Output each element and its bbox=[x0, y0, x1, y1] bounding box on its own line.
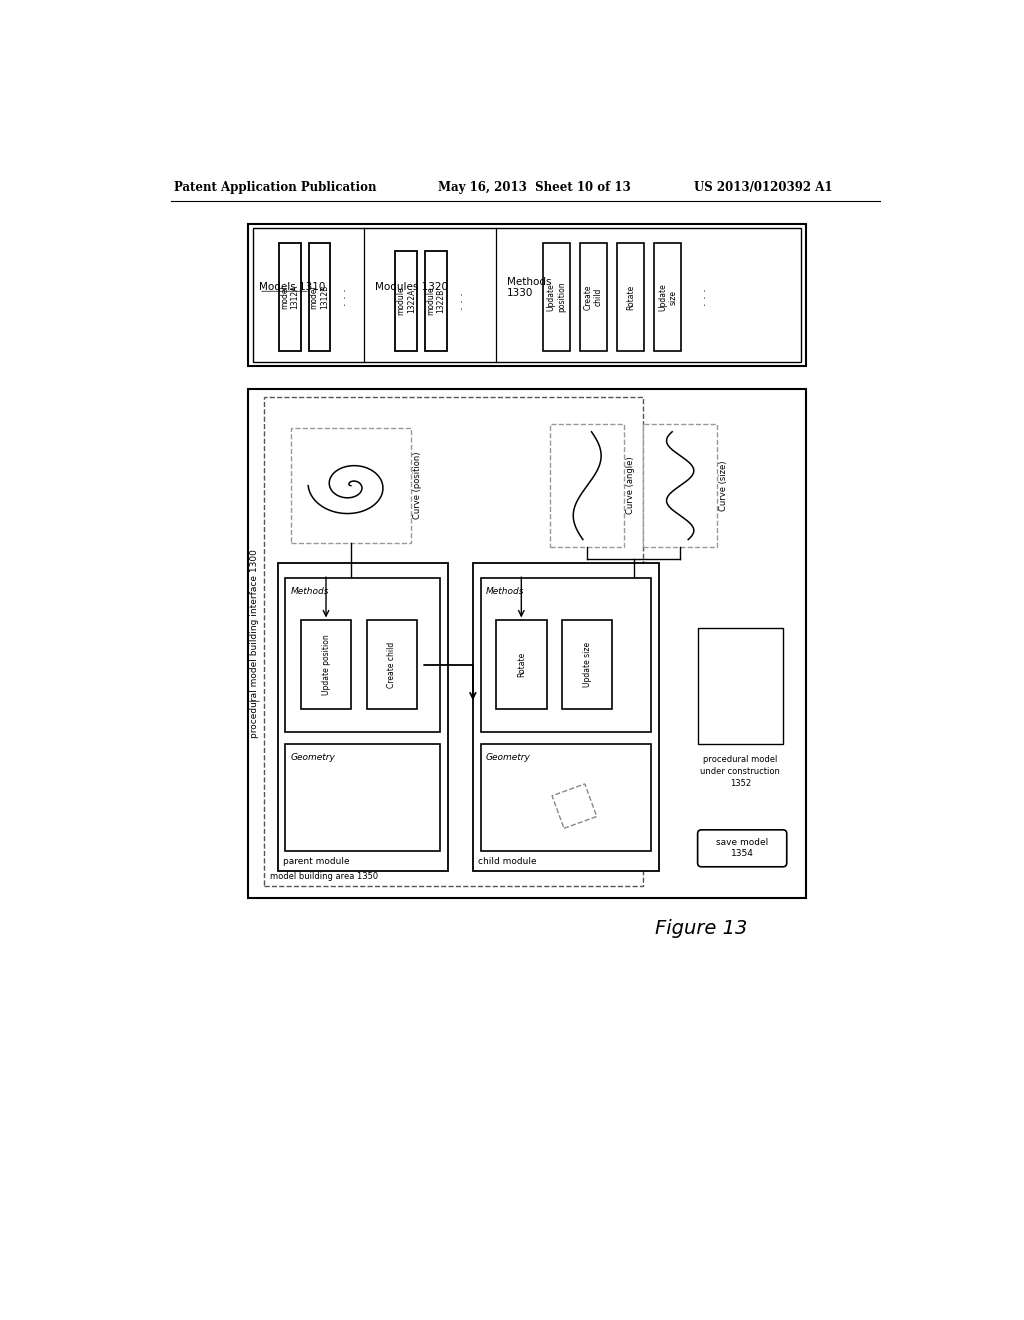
Bar bbox=[301, 620, 351, 709]
Bar bbox=[580, 243, 607, 351]
Text: Models 1310: Models 1310 bbox=[259, 282, 326, 292]
Text: May 16, 2013  Sheet 10 of 13: May 16, 2013 Sheet 10 of 13 bbox=[438, 181, 631, 194]
Text: model
1312B: model 1312B bbox=[309, 285, 329, 309]
Bar bbox=[643, 424, 717, 548]
Bar bbox=[286, 578, 440, 733]
Text: Geometry: Geometry bbox=[486, 752, 530, 762]
Bar bbox=[248, 224, 806, 367]
Polygon shape bbox=[552, 784, 597, 829]
Bar bbox=[617, 243, 644, 351]
Text: Rotate: Rotate bbox=[517, 652, 525, 677]
Bar bbox=[286, 743, 440, 851]
Text: Create child: Create child bbox=[387, 642, 396, 688]
Text: Curve (position): Curve (position) bbox=[414, 451, 422, 519]
Text: procedural model building interface 1300: procedural model building interface 1300 bbox=[250, 549, 259, 738]
Bar bbox=[253, 228, 802, 362]
Text: Update
size: Update size bbox=[658, 282, 678, 312]
Text: model
1312A: model 1312A bbox=[281, 285, 300, 309]
Bar bbox=[543, 243, 569, 351]
Text: Methods: Methods bbox=[291, 587, 330, 597]
Bar bbox=[308, 243, 331, 351]
Bar bbox=[291, 428, 411, 544]
Text: Rotate: Rotate bbox=[626, 284, 635, 310]
Text: Patent Application Publication: Patent Application Publication bbox=[174, 181, 377, 194]
Bar bbox=[248, 389, 806, 898]
Text: Curve (size): Curve (size) bbox=[719, 461, 728, 511]
Text: save model
1354: save model 1354 bbox=[716, 838, 768, 858]
Text: Update position: Update position bbox=[322, 635, 331, 696]
Bar bbox=[425, 251, 446, 351]
Text: (square): (square) bbox=[558, 801, 591, 810]
Text: Modules 1320: Modules 1320 bbox=[375, 282, 449, 292]
Bar bbox=[480, 578, 651, 733]
Text: Curve (angle): Curve (angle) bbox=[627, 457, 635, 515]
Bar bbox=[654, 243, 681, 351]
Text: Geometry: Geometry bbox=[291, 752, 336, 762]
Text: US 2013/0120392 A1: US 2013/0120392 A1 bbox=[693, 181, 833, 194]
Bar bbox=[562, 620, 612, 709]
Text: . . .: . . . bbox=[698, 288, 708, 306]
Text: module
1322B: module 1322B bbox=[426, 286, 445, 315]
Text: parent module: parent module bbox=[283, 857, 349, 866]
Text: Figure 13: Figure 13 bbox=[655, 919, 748, 939]
Bar bbox=[367, 620, 417, 709]
Text: Methods: Methods bbox=[486, 587, 524, 597]
Text: child module: child module bbox=[478, 857, 537, 866]
Text: Update size: Update size bbox=[583, 642, 592, 688]
Text: . . .: . . . bbox=[339, 288, 348, 306]
Bar bbox=[395, 251, 417, 351]
Bar bbox=[496, 620, 547, 709]
Bar bbox=[697, 628, 783, 743]
Bar bbox=[278, 562, 449, 871]
Text: . . .: . . . bbox=[455, 292, 465, 310]
Bar bbox=[473, 562, 658, 871]
Bar bbox=[550, 424, 624, 548]
Bar bbox=[280, 243, 301, 351]
Bar bbox=[263, 397, 643, 886]
Text: model building area 1350: model building area 1350 bbox=[270, 873, 378, 882]
Text: procedural model
under construction
1352: procedural model under construction 1352 bbox=[700, 755, 780, 788]
Text: Methods
1330: Methods 1330 bbox=[507, 277, 552, 298]
Text: module
1322A: module 1322A bbox=[396, 286, 416, 315]
Text: Create
child: Create child bbox=[584, 284, 603, 310]
Text: Update
position: Update position bbox=[547, 281, 566, 313]
Bar bbox=[480, 743, 651, 851]
FancyBboxPatch shape bbox=[697, 830, 786, 867]
